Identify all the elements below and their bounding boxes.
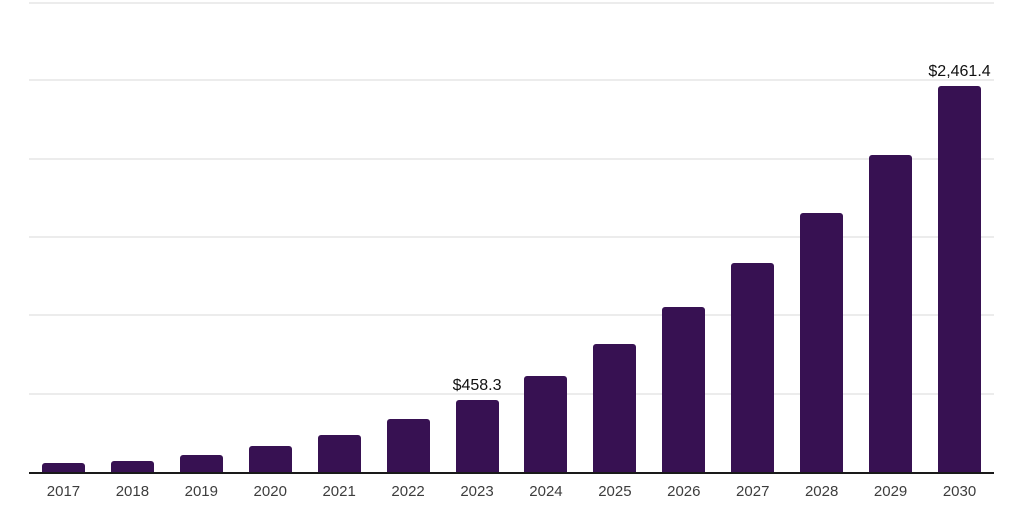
x-axis-labels: 2017 2018 2019 2020 2021 2022 2023 2024 2025 2026… [29, 484, 994, 504]
x-tick-label-2029: 2029 [873, 483, 908, 500]
gridline-2000 [29, 157, 994, 160]
bar-2018 [110, 461, 154, 472]
bar-2021 [317, 435, 361, 472]
bar-2030 [938, 86, 982, 472]
data-label-2023: $458.3 [452, 377, 502, 394]
bar-2020 [248, 446, 292, 472]
x-tick-label-2026: 2026 [667, 483, 701, 500]
bar-2029 [869, 155, 913, 472]
bar-2023 [455, 400, 499, 472]
gridline-1500 [29, 236, 994, 238]
bar-2027 [731, 263, 775, 472]
x-tick-label-2024: 2024 [529, 483, 563, 500]
x-tick-label-2020: 2020 [253, 483, 287, 500]
bar-2025 [593, 344, 637, 472]
gridline-3000 [29, 2, 994, 4]
x-tick-label-2025: 2025 [598, 483, 632, 500]
x-tick-label-2023: 2023 [460, 483, 494, 500]
gridline-500 [29, 392, 994, 395]
gridline-2500 [29, 79, 994, 82]
data-label-2030: $2,461.4 [928, 63, 991, 80]
x-tick-label-2028: 2028 [804, 483, 839, 500]
x-tick-label-2030: 2030 [942, 483, 977, 500]
gridline-1000 [29, 314, 994, 317]
plot-area: $458.3 $2,461.4 [29, 2, 994, 474]
bar-2024 [524, 376, 568, 472]
x-tick-label-2022: 2022 [391, 483, 425, 500]
bar-2028 [800, 213, 844, 472]
x-tick-label-2018: 2018 [115, 483, 150, 500]
x-axis-line [29, 472, 994, 474]
x-tick-label-2017: 2017 [46, 483, 81, 500]
x-tick-label-2019: 2019 [184, 483, 218, 500]
x-tick-label-2021: 2021 [322, 483, 356, 500]
bar-2026 [662, 307, 706, 472]
bar-2017 [41, 463, 85, 472]
bar-2022 [386, 419, 430, 472]
bar-2019 [179, 455, 223, 472]
x-tick-label-2027: 2027 [736, 483, 770, 500]
